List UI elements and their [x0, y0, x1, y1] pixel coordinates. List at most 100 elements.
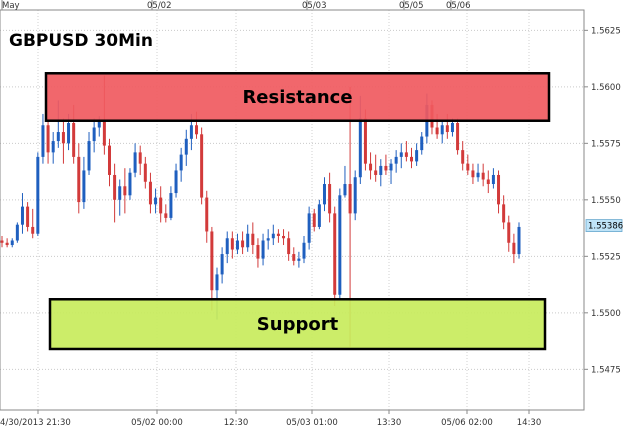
- resistance-label: Resistance: [242, 87, 352, 108]
- candle-body: [282, 235, 286, 239]
- x-tick-label: 12:30: [224, 418, 249, 428]
- candle-body: [87, 141, 91, 171]
- candle-body: [31, 226, 35, 234]
- candle-body: [210, 231, 214, 291]
- candle-body: [379, 165, 383, 175]
- candle-body: [312, 213, 316, 227]
- candle-body: [220, 254, 224, 275]
- candle-body: [497, 174, 501, 205]
- candle-body: [415, 150, 419, 162]
- candle-body: [456, 122, 460, 151]
- x-tick-label: 05/03 01:00: [286, 418, 338, 428]
- candle-body: [317, 204, 321, 227]
- candle-body: [0, 240, 4, 243]
- candle-body: [10, 240, 14, 246]
- candle-body: [297, 258, 301, 261]
- candle-body: [287, 238, 291, 255]
- candle-body: [369, 163, 373, 171]
- candle-body: [107, 145, 111, 175]
- candle-body: [461, 150, 465, 164]
- x-tick-label: 4/30/2013 21:30: [0, 418, 71, 428]
- candle-body: [302, 242, 306, 259]
- candle-body: [481, 172, 485, 180]
- candle-body: [235, 240, 239, 250]
- current-price-label: 1.55386: [588, 222, 623, 232]
- top-date-label: 05/05: [399, 1, 424, 11]
- candle-body: [41, 125, 45, 157]
- candle-body: [154, 197, 158, 205]
- candle-body: [307, 213, 311, 243]
- y-tick-label: 1.5575: [591, 139, 621, 149]
- y-tick-label: 1.5625: [591, 26, 621, 36]
- x-tick-label: 14:30: [517, 418, 542, 428]
- candle-body: [225, 238, 229, 255]
- resistance-zone: [44, 72, 551, 122]
- candle-body: [466, 163, 470, 171]
- candle-body: [338, 195, 342, 295]
- candle-body: [251, 233, 255, 246]
- candle-body: [491, 174, 495, 185]
- candle-body: [266, 238, 270, 241]
- candle-body: [471, 170, 475, 178]
- candle-body: [72, 122, 76, 157]
- candle-body: [348, 184, 352, 214]
- candle-body: [322, 184, 326, 205]
- candle-body: [476, 172, 480, 178]
- y-tick-label: 1.5500: [591, 309, 621, 319]
- candle-body: [77, 156, 81, 203]
- chart-title: GBPUSD 30Min: [9, 31, 153, 51]
- candle-body: [67, 122, 71, 144]
- candle-body: [410, 156, 414, 162]
- candle-body: [5, 242, 9, 246]
- candle-body: [502, 204, 506, 223]
- candle-body: [512, 242, 516, 255]
- candle-body: [384, 165, 388, 171]
- candle-body: [26, 206, 30, 227]
- candle-body: [46, 125, 50, 153]
- candle-body: [241, 240, 245, 248]
- candle-body: [333, 213, 337, 295]
- candle-body: [343, 184, 347, 196]
- candle-body: [230, 238, 234, 250]
- candle-body: [118, 186, 122, 200]
- candle-body: [164, 213, 168, 218]
- candle-body: [97, 120, 101, 128]
- plot-frame: [0, 9, 585, 411]
- top-date-label: 05/03: [302, 1, 327, 11]
- top-date-label: 05/02: [147, 1, 172, 11]
- candle-body: [128, 172, 132, 196]
- candle-body: [148, 181, 152, 205]
- candle-body: [353, 177, 357, 214]
- candle-body: [440, 125, 444, 135]
- candle-body: [20, 206, 24, 225]
- support-label: Support: [257, 314, 339, 335]
- candle-body: [143, 163, 147, 182]
- candle-body: [246, 233, 250, 248]
- candle-body: [189, 125, 193, 139]
- candle-body: [363, 118, 367, 164]
- candle-body: [517, 226, 521, 255]
- y-tick-label: 1.5525: [591, 252, 621, 262]
- top-date-label: May: [2, 1, 20, 11]
- x-tick-label: 05/06 02:00: [441, 418, 493, 428]
- candle-body: [200, 134, 204, 198]
- candle-body: [159, 197, 163, 214]
- candle-body: [174, 170, 178, 194]
- candle-body: [205, 197, 209, 232]
- candle-body: [133, 152, 137, 173]
- candle-body: [15, 224, 19, 241]
- x-tick-label: 05/02 00:00: [131, 418, 183, 428]
- candle-body: [292, 254, 296, 261]
- support-zone: [48, 298, 547, 351]
- candle-body: [82, 170, 86, 203]
- candle-body: [123, 186, 127, 196]
- candle-body: [445, 125, 449, 133]
- candle-body: [389, 163, 393, 171]
- y-tick-label: 1.5475: [591, 365, 621, 375]
- candle-body: [507, 222, 511, 243]
- candle-body: [420, 136, 424, 151]
- candle-body: [113, 174, 117, 200]
